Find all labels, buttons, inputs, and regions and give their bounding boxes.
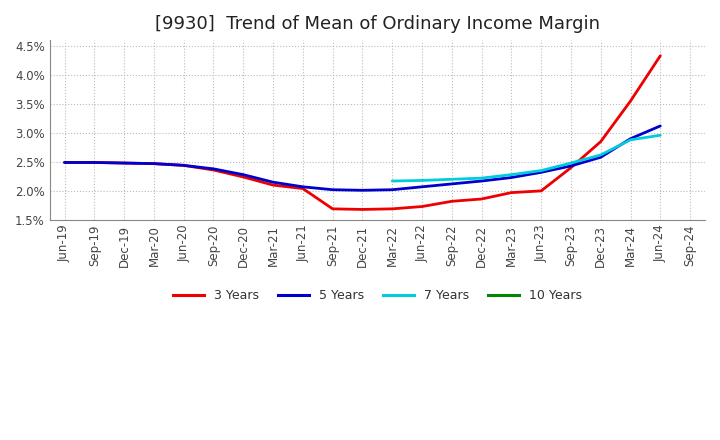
Title: [9930]  Trend of Mean of Ordinary Income Margin: [9930] Trend of Mean of Ordinary Income … <box>155 15 600 33</box>
Legend: 3 Years, 5 Years, 7 Years, 10 Years: 3 Years, 5 Years, 7 Years, 10 Years <box>168 284 587 307</box>
